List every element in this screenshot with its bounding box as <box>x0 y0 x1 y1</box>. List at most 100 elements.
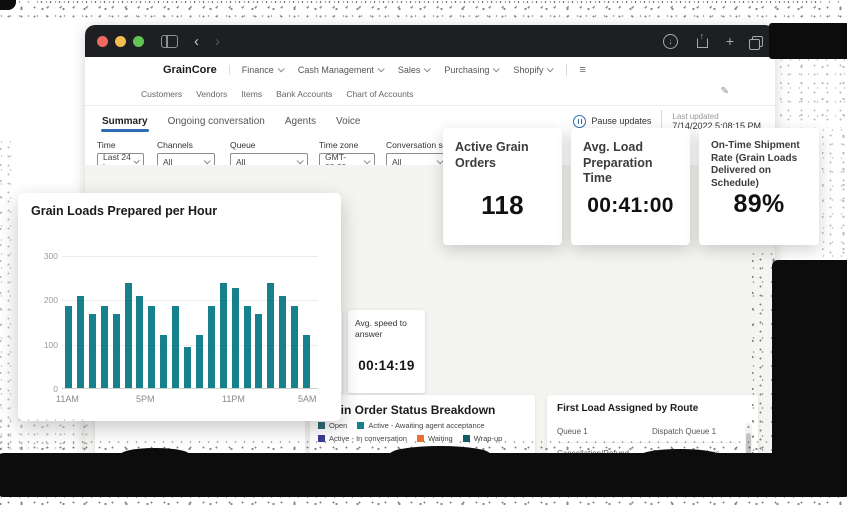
filter-value: All <box>392 156 402 167</box>
back-icon[interactable]: ‹ <box>194 32 199 50</box>
last-updated-label: Last updated <box>672 111 719 121</box>
bar[interactable] <box>136 295 144 388</box>
donut-slice-label: 9 (7.62%) <box>362 457 408 460</box>
route-table: Queue 1 Dispatch Queue 1 Cancellation/Refu… <box>557 421 736 460</box>
tab-agents[interactable]: Agents <box>284 115 317 127</box>
bar[interactable] <box>195 334 203 388</box>
legend-swatch <box>462 435 470 442</box>
speckle-top <box>0 0 847 20</box>
last-updated-value: 7/14/2022 5:08:15 PM <box>672 120 761 131</box>
legend-swatch <box>357 422 365 429</box>
subnav-item-bank-accounts[interactable]: Bank Accounts <box>276 88 333 99</box>
chevron-down-icon <box>547 65 555 73</box>
tab-voice[interactable]: Voice <box>336 115 361 127</box>
legend-label: Waiting <box>427 434 453 443</box>
chevron-down-icon <box>377 65 385 73</box>
close-traffic-light[interactable] <box>97 35 108 47</box>
bar[interactable] <box>184 347 191 388</box>
browser-titlebar: ‹ › ↓ ↑ + <box>85 25 775 57</box>
zoom-traffic-light[interactable] <box>133 35 144 47</box>
bar[interactable] <box>303 334 310 388</box>
sidebar-toggle-icon[interactable] <box>161 34 178 48</box>
bar[interactable] <box>255 313 263 388</box>
kpi-card-title: On-Time Shipment Rate (Grain Loads Deliv… <box>711 140 800 189</box>
grain-loads-chart-card: Grain Loads Prepared per Hour 0 100 200 300… <box>18 193 341 421</box>
bar[interactable] <box>124 282 132 388</box>
bar[interactable] <box>243 305 251 388</box>
x-axis-line <box>62 388 318 389</box>
bar[interactable] <box>76 295 84 388</box>
bar[interactable] <box>219 282 227 388</box>
scrollbar[interactable]: ▲ ▼ <box>745 423 752 460</box>
scrollbar-thumb[interactable] <box>746 433 751 459</box>
chevron-down-icon <box>296 157 304 165</box>
legend-label: Active - Awaiting agent acceptance <box>368 421 485 430</box>
scroll-up-icon[interactable]: ▲ <box>746 424 751 430</box>
subnav-item-customers[interactable]: Customers <box>141 88 183 99</box>
metric-card-value: 00:14:19 <box>358 358 415 374</box>
tab-summary[interactable]: Summary <box>101 110 149 133</box>
subnav-item-chart-of-accounts[interactable]: Chart of Accounts <box>346 88 414 99</box>
nav-item-cash-management[interactable]: Cash Management <box>298 65 385 75</box>
gridline <box>62 256 318 257</box>
menu-icon[interactable]: ≡ <box>566 63 586 76</box>
bar[interactable] <box>148 305 156 388</box>
tab-overview-icon[interactable] <box>749 35 763 50</box>
speckle-right-upper <box>780 58 847 128</box>
bar[interactable] <box>88 313 96 388</box>
nav-item-purchasing[interactable]: Purchasing <box>444 65 501 75</box>
bar[interactable] <box>100 305 108 388</box>
edit-pencil-icon[interactable]: ✎ <box>720 86 729 97</box>
kpi-card-title: Avg. Load Preparation Time <box>583 140 653 186</box>
bar[interactable] <box>291 305 299 388</box>
bar[interactable] <box>112 313 120 388</box>
nav-item-sales[interactable]: Sales <box>398 65 432 75</box>
torn-top-right <box>769 23 847 59</box>
bar[interactable] <box>207 305 215 388</box>
download-icon[interactable]: ↓ <box>662 33 678 49</box>
nav-item-finance[interactable]: Finance <box>242 65 285 75</box>
donut-chart-title: Grain Order Status Breakdown <box>320 403 496 417</box>
new-tab-icon[interactable]: + <box>725 33 734 49</box>
bar[interactable] <box>231 288 239 388</box>
share-arrow-glyph: ↑ <box>699 31 705 41</box>
bar[interactable] <box>160 334 168 388</box>
minimize-traffic-light[interactable] <box>115 35 126 47</box>
table-row[interactable]: Cancellation/Refund Small Farm Orders <box>557 443 736 460</box>
share-icon[interactable]: ↑ <box>696 31 708 48</box>
legend-item-waiting: Waiting <box>416 434 453 443</box>
kpi-card-title: Active Grain Orders <box>455 140 529 170</box>
chevron-down-icon <box>277 65 285 73</box>
torn-right-column <box>772 260 847 460</box>
pause-updates-button[interactable]: Pause updates <box>591 116 652 126</box>
bar[interactable] <box>172 305 180 388</box>
chevron-down-icon <box>133 157 140 164</box>
nav-menu: Finance Cash Management Sales Purchasing Sho… <box>228 64 555 75</box>
speckle-below-band <box>0 495 847 509</box>
pause-icon <box>573 114 587 128</box>
y-tick-label: 0 <box>53 384 58 394</box>
gridline <box>62 344 318 346</box>
subnav-item-vendors[interactable]: Vendors <box>196 88 228 99</box>
bar[interactable] <box>267 282 275 388</box>
tab-ongoing-conversation[interactable]: Ongoing conversation <box>167 115 265 127</box>
divider <box>661 110 663 132</box>
legend-label: Open <box>329 421 348 430</box>
table-row[interactable]: Queue 1 Dispatch Queue 1 <box>557 421 736 443</box>
titlebar-actions: ↓ ↑ + <box>662 31 763 50</box>
share-box-glyph <box>696 38 708 48</box>
route-value-cell: Small Farm Orders <box>652 449 720 458</box>
speckle-left <box>0 140 14 450</box>
bar-chart-plot[interactable] <box>62 256 318 389</box>
legend-swatch <box>318 435 325 442</box>
chevron-down-icon <box>203 157 211 165</box>
bar[interactable] <box>65 305 72 388</box>
app-brand[interactable]: GrainCore <box>163 63 217 76</box>
nav-item-shopify[interactable]: Shopify <box>513 65 555 75</box>
y-tick-label: 100 <box>43 339 58 350</box>
route-value-cell: Dispatch Queue 1 <box>652 427 717 436</box>
legend-label: Active - In conversation <box>329 434 407 443</box>
bar[interactable] <box>279 295 287 388</box>
forward-icon[interactable]: › <box>215 32 220 50</box>
subnav-item-items[interactable]: Items <box>241 88 263 99</box>
